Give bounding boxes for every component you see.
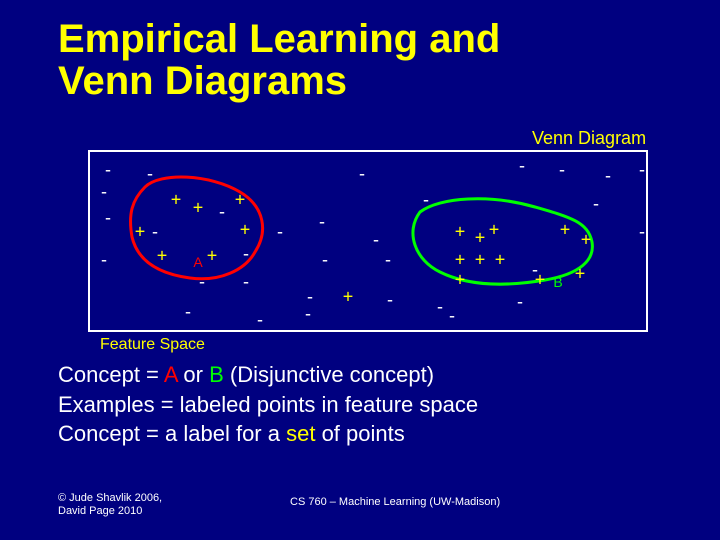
blob-b-label: B <box>553 274 562 290</box>
body-line-2: Examples = labeled points in feature spa… <box>58 390 478 420</box>
plus-point: + <box>343 287 354 308</box>
body-line-3: Concept = a label for a set of points <box>58 419 478 449</box>
minus-point: - <box>277 222 283 243</box>
minus-point: - <box>639 160 645 181</box>
feature-space-box: --------------------------------++++++++… <box>88 150 648 332</box>
minus-point: - <box>105 208 111 229</box>
plus-point: + <box>535 270 546 291</box>
minus-point: - <box>305 304 311 325</box>
minus-point: - <box>101 182 107 203</box>
blob-a-outline <box>90 152 290 302</box>
slide-title: Empirical Learning and Venn Diagrams <box>0 0 720 102</box>
minus-point: - <box>101 250 107 271</box>
plus-point: + <box>135 222 146 243</box>
minus-point: - <box>593 194 599 215</box>
concept-b: B <box>209 362 224 387</box>
plus-point: + <box>455 250 466 271</box>
blob-b-outline <box>90 152 650 334</box>
plus-point: + <box>475 228 486 249</box>
minus-point: - <box>243 244 249 265</box>
body-text: Concept = A or B (Disjunctive concept) E… <box>58 360 478 449</box>
minus-point: - <box>322 250 328 271</box>
minus-point: - <box>105 160 111 181</box>
minus-point: - <box>147 164 153 185</box>
minus-point: - <box>387 290 393 311</box>
plus-point: + <box>560 220 571 241</box>
minus-point: - <box>373 230 379 251</box>
minus-point: - <box>359 164 365 185</box>
plus-point: + <box>495 250 506 271</box>
minus-point: - <box>185 302 191 323</box>
blob-a-label: A <box>193 254 202 270</box>
minus-point: - <box>385 250 391 271</box>
minus-point: - <box>519 156 525 177</box>
minus-point: - <box>449 306 455 327</box>
footer-line: © Jude Shavlik 2006, <box>58 492 162 505</box>
plus-point: + <box>157 246 168 267</box>
set-word: set <box>286 421 315 446</box>
footer-mid: CS 760 – Machine Learning (UW-Madison) <box>290 496 500 509</box>
plus-point: + <box>235 190 246 211</box>
t: Concept = <box>58 362 164 387</box>
title-line-1: Empirical Learning and <box>58 18 720 60</box>
minus-point: - <box>605 166 611 187</box>
t: Concept = a label for a <box>58 421 286 446</box>
plus-point: + <box>489 220 500 241</box>
minus-point: - <box>559 160 565 181</box>
minus-point: - <box>152 222 158 243</box>
plus-point: + <box>207 246 218 267</box>
minus-point: - <box>517 292 523 313</box>
plus-point: + <box>581 230 592 251</box>
minus-point: - <box>423 190 429 211</box>
plus-point: + <box>455 270 466 291</box>
minus-point: - <box>257 310 263 331</box>
body-line-1: Concept = A or B (Disjunctive concept) <box>58 360 478 390</box>
plus-point: + <box>455 222 466 243</box>
venn-diagram-label: Venn Diagram <box>532 128 646 149</box>
plus-point: + <box>240 220 251 241</box>
minus-point: - <box>639 222 645 243</box>
minus-point: - <box>243 272 249 293</box>
footer-line: David Page 2010 <box>58 505 162 518</box>
title-line-2: Venn Diagrams <box>58 60 720 102</box>
minus-point: - <box>437 297 443 318</box>
plus-point: + <box>193 198 204 219</box>
footer-left: © Jude Shavlik 2006, David Page 2010 <box>58 492 162 517</box>
t: (Disjunctive concept) <box>224 362 434 387</box>
t: or <box>177 362 209 387</box>
plus-point: + <box>475 250 486 271</box>
minus-point: - <box>199 272 205 293</box>
minus-point: - <box>319 212 325 233</box>
feature-space-label: Feature Space <box>100 336 205 354</box>
concept-a: A <box>164 362 177 387</box>
t: of points <box>315 421 404 446</box>
plus-point: + <box>171 190 182 211</box>
plus-point: + <box>575 264 586 285</box>
minus-point: - <box>219 202 225 223</box>
